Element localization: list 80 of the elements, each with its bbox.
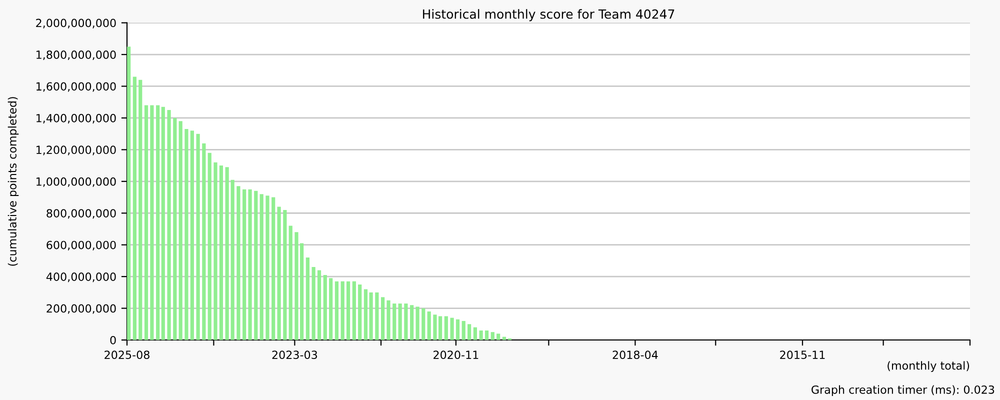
bar <box>283 210 287 340</box>
y-tick-label: 2,000,000,000 <box>36 18 116 28</box>
bar <box>260 194 264 340</box>
bar <box>334 281 339 340</box>
x-tick-label: 2025-08 <box>104 350 150 360</box>
bar <box>398 304 402 340</box>
y-tick-label: 200,000,000 <box>46 304 116 314</box>
bar <box>173 118 177 340</box>
y-tick-label: 1,200,000,000 <box>36 146 116 156</box>
bar <box>156 105 160 340</box>
bar <box>184 129 188 340</box>
bar <box>358 284 362 340</box>
bar <box>386 300 390 340</box>
bar <box>196 134 200 340</box>
y-tick-label: 600,000,000 <box>46 240 116 250</box>
bar <box>167 110 171 340</box>
bar <box>468 324 472 340</box>
bar <box>404 304 408 340</box>
bar <box>144 105 148 340</box>
bar <box>484 330 489 340</box>
bar <box>214 162 218 340</box>
bar <box>288 226 292 340</box>
y-tick-label: 1,400,000,000 <box>36 114 116 124</box>
bar <box>317 270 322 340</box>
bar <box>127 46 131 340</box>
bar <box>150 105 154 340</box>
bar <box>306 258 310 340</box>
bar <box>410 305 414 340</box>
bar <box>340 281 344 340</box>
bar <box>462 320 466 340</box>
y-axis-title: (cumulative points completed) <box>8 97 19 266</box>
y-tick-label: 400,000,000 <box>46 272 116 282</box>
bar <box>312 267 316 340</box>
chart-title: Historical monthly score for Team 40247 <box>423 9 674 22</box>
y-tick-label: 800,000,000 <box>46 209 116 219</box>
y-tick-label: 0 <box>110 336 116 344</box>
bar <box>502 336 506 340</box>
bar <box>230 180 234 340</box>
bar <box>138 80 142 340</box>
y-tick-label: 1,800,000,000 <box>36 50 116 60</box>
bar <box>375 292 379 340</box>
bar <box>473 327 477 340</box>
bar <box>427 311 431 340</box>
bar <box>346 281 350 340</box>
x-tick-label: 2020-11 <box>434 350 478 360</box>
bar <box>323 274 327 340</box>
bar <box>444 316 448 340</box>
bar <box>277 206 281 340</box>
y-tick-label: 1,600,000,000 <box>36 82 116 92</box>
bar <box>329 278 333 340</box>
bar <box>202 143 206 340</box>
bar <box>416 306 420 340</box>
bar <box>479 330 483 340</box>
bar <box>248 189 252 340</box>
bar <box>225 167 229 340</box>
bar <box>132 76 136 340</box>
x-axis-title: (monthly total) <box>888 361 970 372</box>
bar <box>496 334 500 340</box>
bar <box>219 166 223 340</box>
bar <box>422 308 426 340</box>
bar <box>392 304 396 340</box>
bar <box>450 318 454 340</box>
bar <box>266 196 270 340</box>
bar <box>254 190 258 340</box>
bar <box>161 106 165 340</box>
bar <box>381 297 385 340</box>
bar <box>490 332 494 340</box>
bar <box>208 152 212 340</box>
bar <box>190 130 194 340</box>
x-tick-label: 2018-04 <box>612 350 658 360</box>
bar <box>236 186 240 340</box>
bar <box>272 197 276 340</box>
bar <box>178 121 182 340</box>
x-tick-label: 2023-03 <box>272 350 318 360</box>
y-tick-label: 1,000,000,000 <box>36 177 116 187</box>
bar <box>456 319 460 340</box>
x-tick-label: 2015-11 <box>780 350 825 360</box>
bar <box>242 189 246 340</box>
bar <box>352 281 356 340</box>
text: Graph creation timer (ms): 0.023 <box>812 385 994 396</box>
